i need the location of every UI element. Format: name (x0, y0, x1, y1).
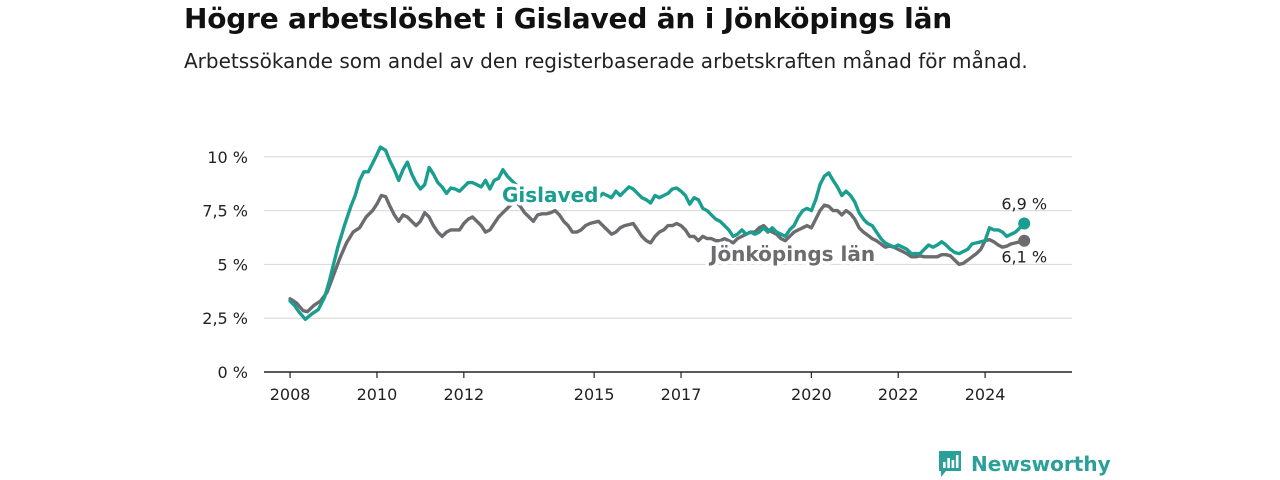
series-line-gislaved (288, 145, 1026, 321)
x-tick-label: 2017 (661, 385, 702, 404)
series-end-point (1018, 217, 1031, 230)
x-tick-label: 2015 (574, 385, 615, 404)
x-tick-label: 2020 (791, 385, 832, 404)
brand-logo[interactable]: Newsworthy (937, 449, 1111, 479)
x-tick-label: 2012 (443, 385, 484, 404)
end-value-label: 6,1 % (1001, 248, 1047, 267)
chart-logo-icon (939, 451, 961, 477)
y-tick-label: 10 % (207, 148, 248, 167)
series-label: Jönköpings län (708, 242, 875, 266)
series-layer (288, 145, 1031, 321)
grid: 0 % 2,5 % 5 % 7,5 % 10 % (202, 148, 1072, 382)
series-line-jonkopings-lan (288, 193, 1026, 314)
chart-title: Högre arbetslöshet i Gislaved än i Jönkö… (184, 2, 952, 35)
x-axis: 2008 2010 2012 2015 2017 2020 2022 2024 (264, 371, 1072, 404)
y-tick-label: 0 % (218, 363, 248, 382)
y-tick-label: 5 % (218, 255, 248, 274)
y-tick-label: 2,5 % (202, 309, 248, 328)
x-tick-label: 2010 (357, 385, 398, 404)
line-chart: 0 % 2,5 % 5 % 7,5 % 10 % 2008 2010 2012 2015 201… (202, 145, 1072, 404)
series-label-halo: Jönköpings län (708, 242, 875, 266)
series-label-halo: Gislaved (502, 183, 598, 207)
y-tick-label: 7,5 % (202, 202, 248, 221)
x-tick-label: 2024 (965, 385, 1006, 404)
x-tick-label: 2008 (270, 385, 311, 404)
chart-subtitle: Arbetssökande som andel av den registerb… (184, 49, 1028, 73)
x-tick-label: 2022 (878, 385, 919, 404)
end-value-label: 6,9 % (1001, 194, 1047, 213)
series-end-point (1018, 234, 1031, 247)
series-label: Gislaved (502, 183, 598, 207)
brand-name: Newsworthy (971, 452, 1111, 476)
